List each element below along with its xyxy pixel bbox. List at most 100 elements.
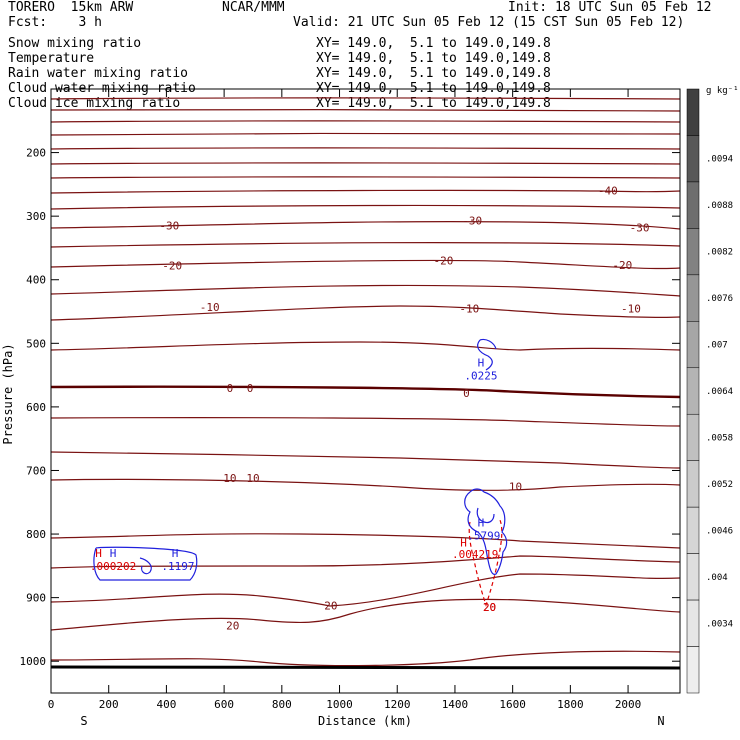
- org-title: NCAR/MMM: [222, 0, 285, 15]
- x-tick-label: 1200: [384, 698, 411, 711]
- temperature-contour: [50, 147, 681, 150]
- temperature-label: 0: [463, 387, 470, 400]
- colorbar-swatch: [686, 460, 700, 508]
- x-tick-label: 1000: [326, 698, 353, 711]
- temperature-label: -20: [162, 260, 182, 273]
- temperature-contour: [50, 162, 681, 165]
- temperature-contour: [50, 259, 681, 270]
- colorbar-label: .0082: [706, 248, 733, 258]
- colorbar: .0094 .0088 .0082 .0076 .007 .0064 .0058 .0052.…: [686, 88, 733, 694]
- colorbar-label: .0058: [706, 433, 733, 443]
- colorbar-label: .007: [706, 341, 728, 351]
- colorbar-label: .0046: [706, 526, 733, 536]
- temperature-label: -40: [598, 185, 618, 198]
- temperature-label: -10: [459, 302, 479, 315]
- contour-lines: [50, 97, 681, 670]
- colorbar-label: .0052: [706, 480, 733, 490]
- x-tick-label: 2000: [615, 698, 642, 711]
- y-tick-label: 1000: [20, 655, 47, 668]
- temperature-contour: [50, 555, 681, 569]
- y-tick-label: 400: [26, 274, 46, 287]
- valid-time: Valid: 21 UTC Sun 05 Feb 12 (15 CST Sun …: [293, 15, 685, 30]
- colorbar-swatch: [686, 553, 700, 601]
- temperature-contour: [50, 242, 681, 248]
- colorbar-swatch: [686, 228, 700, 276]
- temperature-contour: [50, 305, 681, 321]
- temperature-contour: [50, 451, 681, 469]
- south-end-label: S: [80, 714, 87, 728]
- terrain-surface: [50, 665, 681, 670]
- temperature-contour: [50, 417, 681, 427]
- cloud-water-label: .5799: [467, 529, 500, 542]
- axes: 0 200 400 600 800 1000 1200 1400 1600 1800 2000200…: [20, 89, 680, 711]
- rain-label: 20: [483, 601, 496, 614]
- colorbar-label: .004: [706, 573, 728, 583]
- y-tick-label: 800: [26, 528, 46, 541]
- temperature-label: -30: [630, 222, 650, 235]
- x-tick-label: 600: [214, 698, 234, 711]
- x-tick-label: 800: [272, 698, 292, 711]
- colorbar-label: .0034: [706, 619, 733, 629]
- temperature-contour: [50, 284, 681, 297]
- x-tick-label: 1800: [557, 698, 584, 711]
- zero-degree-contour: [50, 385, 681, 399]
- colorbar-swatch: [686, 321, 700, 369]
- y-tick-label: 700: [26, 464, 46, 477]
- field-name-snow: Snow mixing ratio: [8, 36, 142, 51]
- temperature-label: -10: [621, 302, 641, 315]
- field-xy-rain: XY= 149.0, 5.1 to 149.0,149.8: [316, 66, 551, 81]
- cloud-water-label: .1197: [161, 560, 194, 573]
- colorbar-label: .0064: [706, 387, 733, 397]
- colorbar-label: .0094: [706, 155, 733, 165]
- x-tick-label: 400: [156, 698, 176, 711]
- field-name-rain: Rain water mixing ratio: [8, 66, 189, 81]
- init-time: Init: 18 UTC Sun 05 Feb 12: [508, 0, 712, 15]
- temperature-contour: [50, 220, 681, 230]
- y-tick-label: 300: [26, 210, 46, 223]
- x-axis-title: Distance (km): [318, 714, 412, 728]
- cloud-water-label: H: [172, 547, 179, 560]
- temperature-contour: [50, 650, 681, 667]
- temperature-contour: [50, 132, 681, 136]
- temperature-contour: [50, 176, 681, 179]
- temperature-contour: [50, 598, 681, 631]
- temperature-label: 10: [246, 472, 259, 485]
- cloud-water-contour: [477, 338, 497, 371]
- temperature-contour: [50, 120, 681, 123]
- field-name-temperature: Temperature: [8, 51, 95, 66]
- cloud-water-label: .0225: [464, 370, 497, 383]
- temperature-label: -30: [462, 215, 482, 228]
- colorbar-swatch: [686, 367, 700, 415]
- cloud-water-label: H: [478, 356, 485, 369]
- field-xy-temperature: XY= 149.0, 5.1 to 149.0,149.8: [316, 51, 551, 66]
- temperature-contour: [50, 97, 681, 100]
- temperature-contour: [50, 341, 681, 351]
- temperature-label: -20: [612, 259, 632, 272]
- field-xy-snow: XY= 149.0, 5.1 to 149.0,149.8: [316, 36, 551, 51]
- temperature-contour: [50, 189, 681, 194]
- colorbar-label: .0088: [706, 201, 733, 211]
- temperature-contour: [50, 108, 681, 112]
- colorbar-swatch: [686, 506, 700, 554]
- rain-label: H: [95, 547, 102, 560]
- field-xy-cloud-ice: XY= 149.0, 5.1 to 149.0,149.8: [316, 96, 551, 111]
- cloud-water-contour: [139, 557, 152, 575]
- temperature-label: 20: [226, 620, 239, 633]
- rain-label: .004219: [452, 548, 498, 561]
- colorbar-unit: g kg⁻¹: [706, 86, 739, 96]
- colorbar-swatch: [686, 413, 700, 461]
- temperature-label: 10: [223, 472, 236, 485]
- y-tick-label: 500: [26, 337, 46, 350]
- colorbar-swatch: [686, 599, 700, 647]
- field-name-cloud-ice: Cloud ice mixing ratio: [8, 96, 181, 111]
- cloud-water-contour: [93, 546, 198, 581]
- x-tick-label: 1400: [442, 698, 469, 711]
- temperature-label: 10: [509, 480, 522, 493]
- cloud-water-label: H: [478, 517, 485, 530]
- x-tick-label: 200: [99, 698, 119, 711]
- north-end-label: N: [657, 714, 664, 728]
- rain-label: .000202: [90, 560, 136, 573]
- rain-label: H: [460, 536, 467, 549]
- temperature-label: 20: [483, 601, 496, 614]
